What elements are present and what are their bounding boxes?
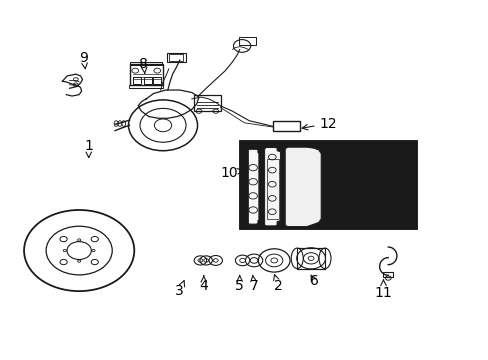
- Polygon shape: [264, 148, 280, 226]
- Text: 12: 12: [302, 117, 337, 131]
- Bar: [238, 37, 255, 45]
- Bar: [130, 62, 162, 65]
- Bar: [239, 141, 416, 229]
- Text: 2: 2: [273, 275, 282, 293]
- Bar: [273, 121, 299, 131]
- Bar: [194, 95, 220, 111]
- Polygon shape: [285, 147, 321, 226]
- Bar: [129, 85, 163, 88]
- Polygon shape: [248, 149, 258, 224]
- Text: 8: 8: [139, 57, 148, 73]
- Bar: [153, 77, 160, 84]
- Text: 4: 4: [199, 276, 208, 293]
- Text: 5: 5: [235, 276, 244, 293]
- Bar: [166, 53, 185, 62]
- Text: 11: 11: [374, 280, 391, 300]
- Text: 1: 1: [84, 139, 93, 158]
- Bar: [143, 77, 152, 84]
- Text: 10: 10: [220, 166, 243, 180]
- Bar: [130, 64, 163, 85]
- Bar: [239, 141, 416, 229]
- Bar: [383, 272, 392, 277]
- Bar: [297, 248, 325, 269]
- Text: 7: 7: [249, 276, 258, 293]
- Bar: [266, 159, 279, 219]
- Text: 6: 6: [309, 274, 318, 288]
- Text: 3: 3: [175, 280, 184, 298]
- Text: 9: 9: [80, 51, 88, 69]
- Bar: [133, 77, 141, 84]
- Bar: [168, 54, 183, 61]
